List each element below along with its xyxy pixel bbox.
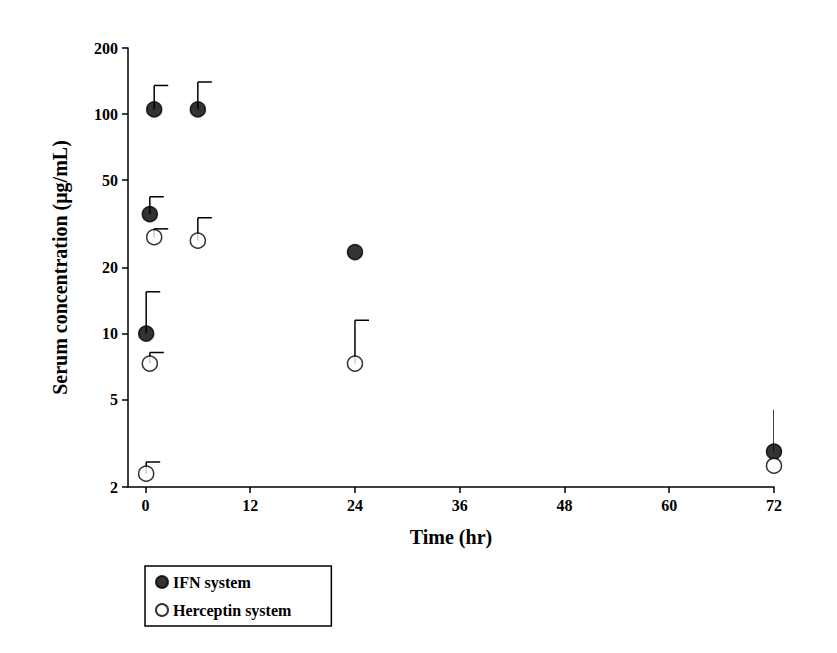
svg-text:12: 12 bbox=[242, 497, 258, 514]
svg-text:10: 10 bbox=[102, 325, 118, 342]
svg-text:36: 36 bbox=[452, 497, 468, 514]
svg-text:200: 200 bbox=[94, 40, 118, 57]
svg-text:48: 48 bbox=[556, 497, 572, 514]
svg-text:IFN system: IFN system bbox=[173, 574, 251, 592]
svg-text:100: 100 bbox=[94, 106, 118, 123]
svg-text:72: 72 bbox=[766, 497, 782, 514]
svg-text:60: 60 bbox=[661, 497, 677, 514]
svg-text:Serum concentration (μg/mL): Serum concentration (μg/mL) bbox=[49, 140, 72, 395]
svg-text:5: 5 bbox=[110, 391, 118, 408]
svg-text:Herceptin system: Herceptin system bbox=[173, 602, 292, 620]
svg-text:24: 24 bbox=[347, 497, 363, 514]
svg-text:20: 20 bbox=[102, 259, 118, 276]
svg-text:Time (hr): Time (hr) bbox=[410, 526, 492, 549]
svg-text:2: 2 bbox=[110, 479, 118, 496]
svg-text:0: 0 bbox=[141, 497, 149, 514]
svg-text:50: 50 bbox=[102, 172, 118, 189]
